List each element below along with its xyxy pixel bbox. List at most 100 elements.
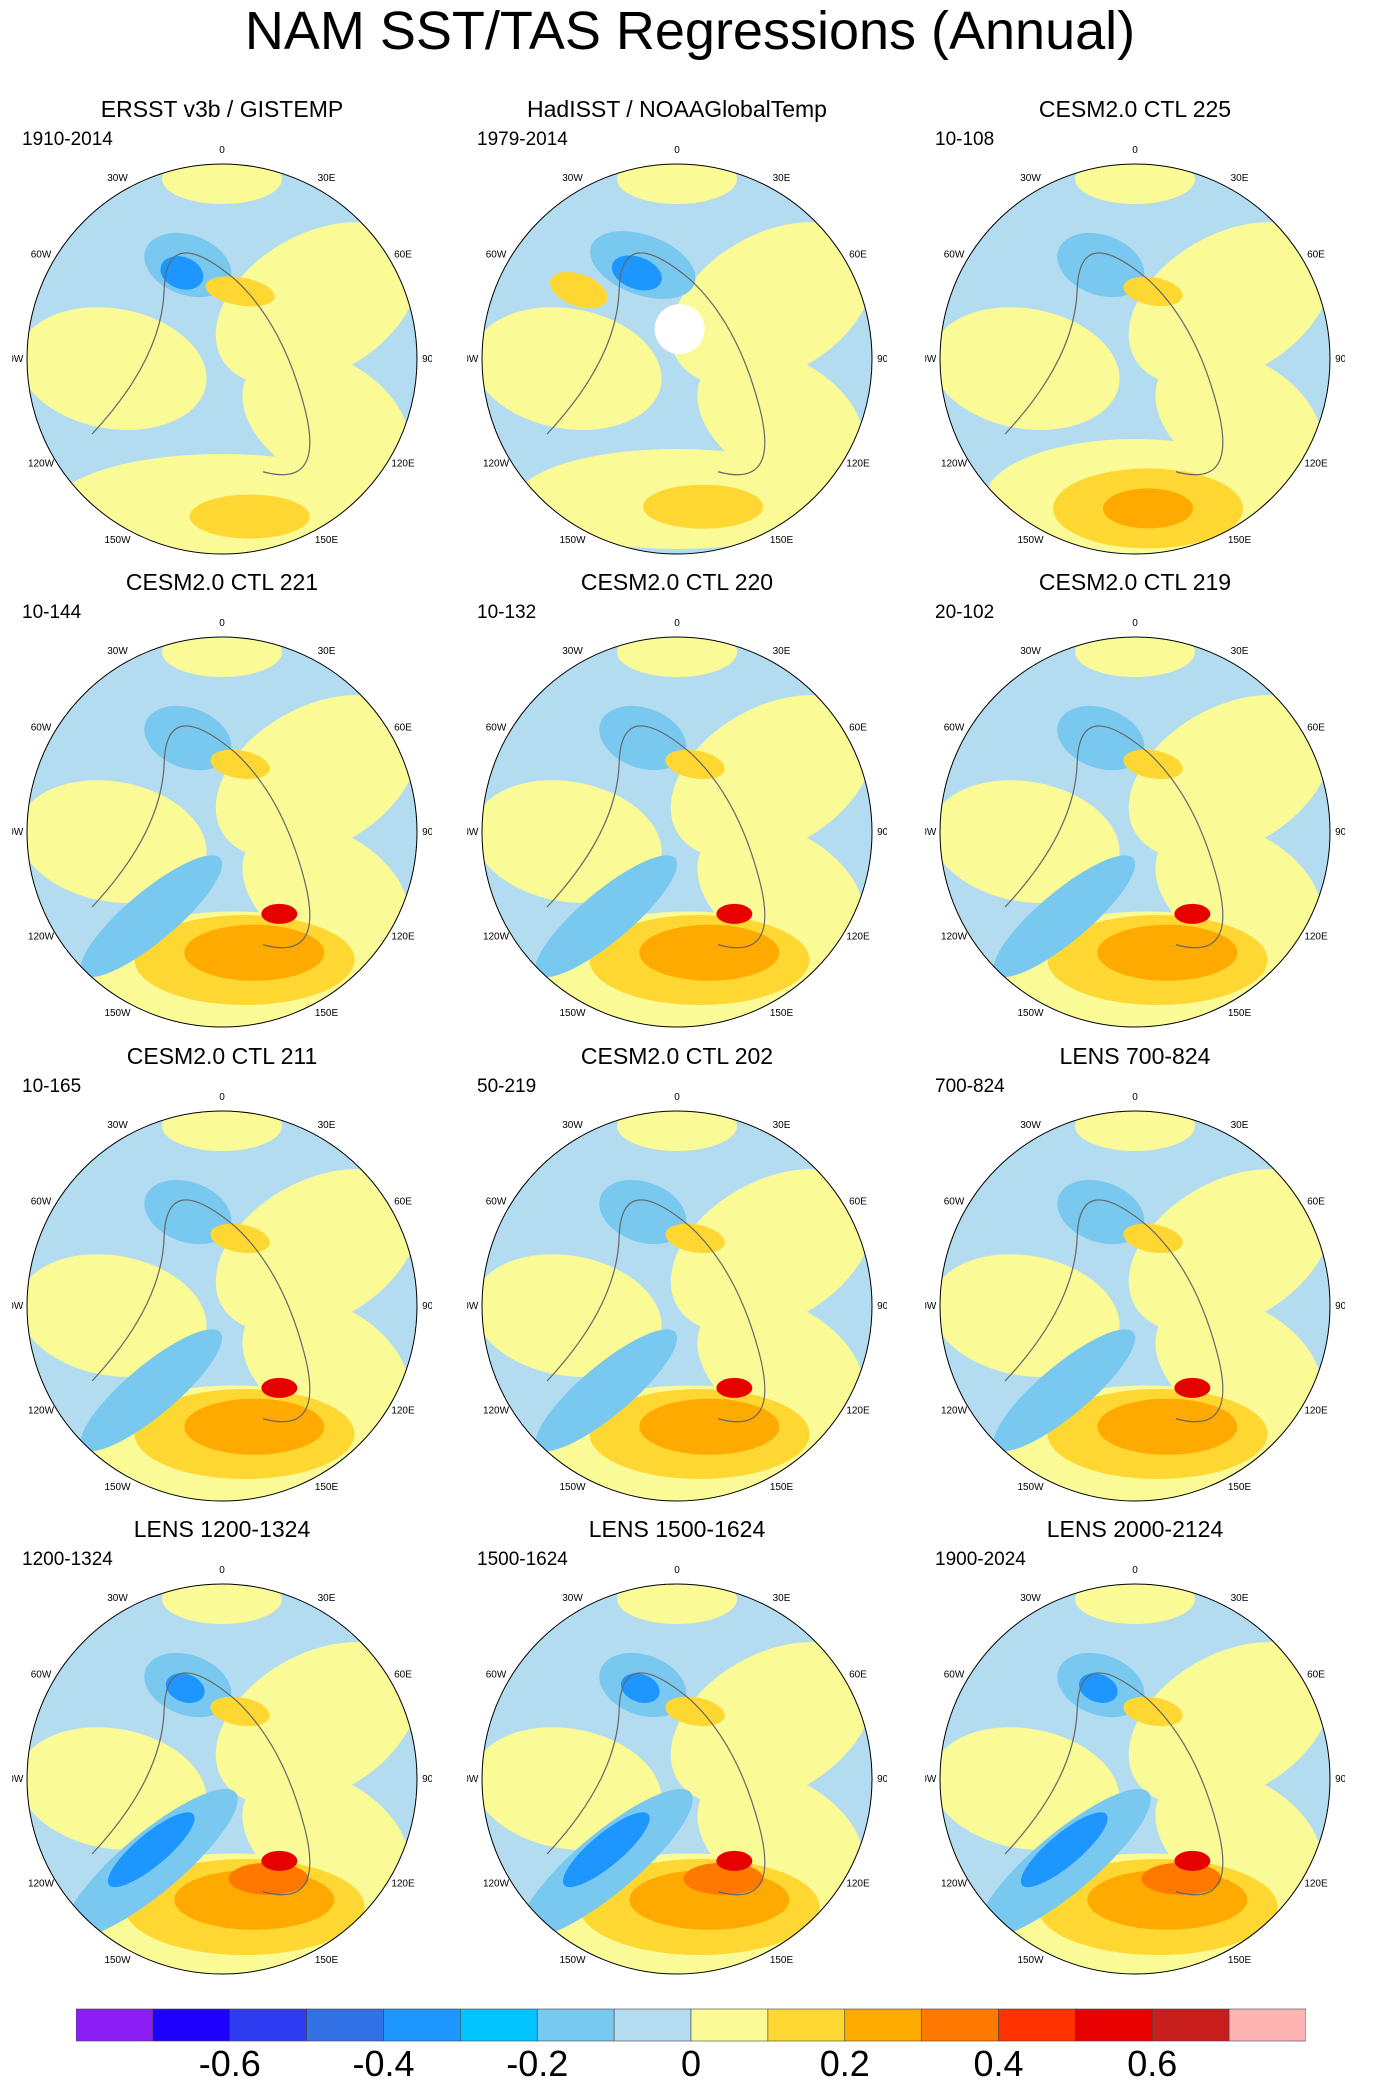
eurasia-region <box>1128 695 1330 859</box>
negative-anomaly <box>80 1329 223 1452</box>
africa-region <box>617 1584 737 1624</box>
africa-region <box>1075 637 1195 677</box>
negative-anomaly <box>80 855 223 978</box>
africa-region <box>162 164 282 204</box>
positive-anomaly <box>184 924 325 981</box>
longitude-label: 60E <box>1307 1197 1325 1208</box>
longitude-label: 60W <box>944 250 965 261</box>
longitude-label: 60W <box>31 250 52 261</box>
longitude-label: 90E <box>877 1774 887 1785</box>
map-field <box>940 1111 1330 1501</box>
colorbar-swatch <box>1075 2008 1153 2042</box>
longitude-label: 30W <box>1020 173 1041 184</box>
coastline <box>91 1672 311 1896</box>
africa-region <box>617 164 737 204</box>
map-panel: CESM2.0 CTL 211180150E120E90E60E30E030W6… <box>12 1042 432 1502</box>
positive-anomaly <box>665 1696 725 1727</box>
coastline <box>1004 1199 1224 1423</box>
africa-region <box>1075 164 1195 204</box>
panel-years: 1500-1624 <box>477 1549 568 1570</box>
longitude-label: 90E <box>1335 827 1345 838</box>
longitude-label: 150E <box>1228 1008 1252 1019</box>
negative-anomaly <box>535 1329 678 1452</box>
positive-anomaly <box>210 1696 270 1727</box>
longitude-label: 30E <box>773 1593 791 1604</box>
coastline <box>546 725 766 949</box>
positive-anomaly <box>1141 1862 1222 1895</box>
africa-region <box>1075 1584 1195 1624</box>
coastline <box>1004 725 1224 949</box>
panel-title: CESM2.0 CTL 219 <box>1038 569 1232 595</box>
negative-anomaly <box>654 304 705 355</box>
longitude-label: 120E <box>846 459 870 470</box>
longitude-label: 150E <box>315 1008 339 1019</box>
panel-years: 20-102 <box>935 602 995 623</box>
longitude-label: 60E <box>1307 1670 1325 1681</box>
map-border <box>26 1583 418 1975</box>
map-border <box>939 163 1331 555</box>
positive-anomaly <box>1123 1696 1183 1727</box>
positive-anomaly <box>184 1398 325 1455</box>
map-panel: LENS 2000-2124180150E120E90E60E30E030W60… <box>925 1515 1345 1975</box>
eurasia-region <box>670 1642 872 1806</box>
longitude-label: 30E <box>773 646 791 657</box>
longitude-label: 90W <box>925 827 937 838</box>
coastline <box>1004 1672 1224 1896</box>
longitude-label: 150W <box>104 1008 131 1019</box>
longitude-label: 30E <box>773 173 791 184</box>
colorbar-tick-label: -0.4 <box>352 2043 415 2084</box>
eurasia-region <box>670 1169 872 1333</box>
map-field <box>27 637 417 1027</box>
north-america-region <box>482 780 662 903</box>
longitude-label: 90W <box>925 354 937 365</box>
figure-title: NAM SST/TAS Regressions (Annual) <box>244 1 1136 61</box>
map-field <box>27 1111 417 1501</box>
map-field <box>27 164 417 554</box>
colorbar-swatch <box>998 2008 1076 2042</box>
polar-map: 180150E120E90E60E30E030W60W90W120W150W <box>12 145 432 555</box>
colorbar-swatch <box>1228 2008 1306 2042</box>
longitude-label: 30E <box>1231 646 1249 657</box>
negative-anomaly <box>107 1812 195 1888</box>
longitude-label: 60E <box>394 1197 412 1208</box>
panel-years: 1910-2014 <box>22 129 113 150</box>
positive-anomaly <box>1123 749 1183 780</box>
coastline <box>546 1199 766 1423</box>
longitude-label: 90W <box>467 1774 479 1785</box>
map-border <box>26 636 418 1028</box>
longitude-label: 60W <box>31 1197 52 1208</box>
colorbar-tick-label: 0.4 <box>973 2043 1024 2084</box>
map-field <box>940 1584 1330 1974</box>
longitude-label: 30E <box>1231 1593 1249 1604</box>
map-border <box>481 1110 873 1502</box>
map-field <box>482 637 872 1027</box>
negative-anomaly <box>144 705 232 771</box>
panel-title: CESM2.0 CTL 220 <box>580 569 774 595</box>
colorbar-swatch <box>613 2008 692 2042</box>
negative-anomaly <box>599 705 687 771</box>
map-panel: CESM2.0 CTL 221180150E120E90E60E30E030W6… <box>12 568 432 1028</box>
longitude-label: 120E <box>391 932 415 943</box>
map-field <box>482 1111 872 1501</box>
longitude-label: 150W <box>104 1482 131 1493</box>
coastline <box>1004 252 1224 476</box>
longitude-label: 120E <box>1304 1406 1328 1417</box>
positive-anomaly <box>1103 488 1194 529</box>
negative-anomaly <box>1078 1673 1118 1703</box>
longitude-label: 30W <box>562 646 583 657</box>
longitude-label: 90E <box>422 827 432 838</box>
eurasia-region <box>670 695 872 859</box>
longitude-label: 90E <box>422 354 432 365</box>
colorbar-swatch <box>152 2008 231 2042</box>
longitude-label: 60W <box>486 1670 507 1681</box>
eurasia-region <box>215 1169 417 1333</box>
coastline <box>546 1672 766 1896</box>
longitude-label: 150W <box>104 535 131 546</box>
map-border <box>939 1110 1331 1502</box>
polar-map: 180150E120E90E60E30E030W60W90W120W150W <box>12 1092 432 1502</box>
panel-title: LENS 1500-1624 <box>588 1516 766 1542</box>
polar-map: 180150E120E90E60E30E030W60W90W120W150W <box>12 618 432 1028</box>
longitude-label: 150W <box>559 1482 586 1493</box>
longitude-label: 0 <box>674 618 680 629</box>
longitude-label: 0 <box>1132 1565 1138 1576</box>
